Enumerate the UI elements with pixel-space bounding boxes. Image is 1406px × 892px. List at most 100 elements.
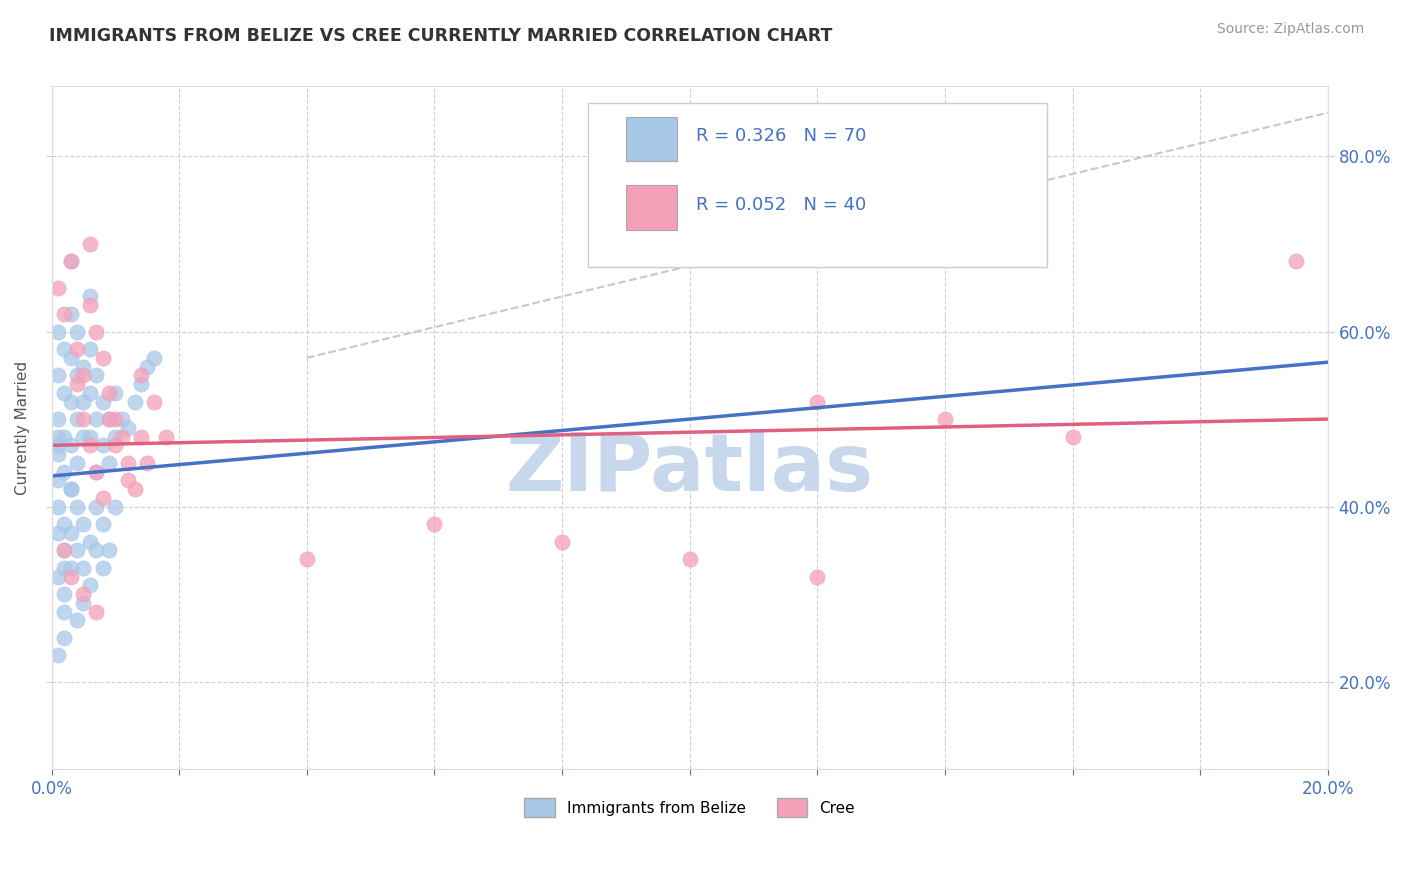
FancyBboxPatch shape bbox=[588, 103, 1047, 268]
Point bbox=[98, 456, 121, 470]
Point bbox=[84, 605, 107, 619]
Text: R = 0.326   N = 70: R = 0.326 N = 70 bbox=[696, 128, 866, 145]
Point bbox=[66, 325, 89, 339]
Point bbox=[59, 307, 82, 321]
Point bbox=[934, 412, 956, 426]
Point bbox=[53, 605, 76, 619]
Point bbox=[79, 385, 101, 400]
Point bbox=[79, 429, 101, 443]
Point bbox=[98, 543, 121, 558]
Point bbox=[53, 587, 76, 601]
Point bbox=[66, 368, 89, 383]
Point bbox=[79, 342, 101, 356]
Point bbox=[806, 570, 828, 584]
Point bbox=[91, 561, 114, 575]
Point bbox=[46, 368, 69, 383]
Point bbox=[117, 421, 139, 435]
Point bbox=[423, 517, 446, 532]
Point bbox=[72, 412, 94, 426]
Point bbox=[46, 570, 69, 584]
Point bbox=[124, 394, 146, 409]
Point bbox=[104, 438, 127, 452]
Point bbox=[72, 596, 94, 610]
Point bbox=[46, 648, 69, 663]
Text: R = 0.052   N = 40: R = 0.052 N = 40 bbox=[696, 195, 866, 213]
Point bbox=[91, 491, 114, 505]
Point bbox=[72, 587, 94, 601]
Point bbox=[46, 325, 69, 339]
Point bbox=[679, 552, 702, 566]
Point bbox=[98, 385, 121, 400]
Text: ZIPatlas: ZIPatlas bbox=[506, 430, 875, 508]
Point bbox=[46, 474, 69, 488]
Point bbox=[53, 561, 76, 575]
Point bbox=[53, 465, 76, 479]
Point bbox=[1285, 254, 1308, 268]
Point bbox=[66, 500, 89, 514]
Point bbox=[46, 525, 69, 540]
Point bbox=[46, 447, 69, 461]
Point bbox=[84, 412, 107, 426]
Point bbox=[66, 543, 89, 558]
Point bbox=[1062, 429, 1084, 443]
Point bbox=[91, 351, 114, 365]
Point bbox=[59, 561, 82, 575]
Point bbox=[142, 394, 165, 409]
Point bbox=[84, 325, 107, 339]
Point bbox=[84, 465, 107, 479]
Point bbox=[129, 429, 152, 443]
Point bbox=[59, 351, 82, 365]
Point bbox=[124, 482, 146, 496]
Point bbox=[59, 482, 82, 496]
Point bbox=[142, 351, 165, 365]
Point bbox=[79, 289, 101, 303]
Point bbox=[84, 465, 107, 479]
Point bbox=[59, 570, 82, 584]
Point bbox=[111, 429, 134, 443]
Point bbox=[104, 429, 127, 443]
Point bbox=[53, 429, 76, 443]
Point bbox=[53, 385, 76, 400]
Point bbox=[53, 517, 76, 532]
Point bbox=[84, 500, 107, 514]
Point bbox=[104, 385, 127, 400]
Point bbox=[79, 534, 101, 549]
Point bbox=[72, 429, 94, 443]
Point bbox=[72, 394, 94, 409]
Point bbox=[53, 543, 76, 558]
Y-axis label: Currently Married: Currently Married bbox=[15, 360, 30, 495]
Point bbox=[53, 543, 76, 558]
Point bbox=[155, 429, 177, 443]
Text: Source: ZipAtlas.com: Source: ZipAtlas.com bbox=[1216, 22, 1364, 37]
Point bbox=[84, 368, 107, 383]
Point bbox=[59, 482, 82, 496]
Point bbox=[104, 500, 127, 514]
Point bbox=[129, 377, 152, 392]
Point bbox=[117, 474, 139, 488]
Point bbox=[98, 412, 121, 426]
Point bbox=[136, 359, 159, 374]
Bar bbox=[626, 186, 678, 230]
Point bbox=[84, 543, 107, 558]
Point bbox=[66, 614, 89, 628]
Legend: Immigrants from Belize, Cree: Immigrants from Belize, Cree bbox=[519, 792, 862, 823]
Point bbox=[59, 438, 82, 452]
Point bbox=[806, 394, 828, 409]
Point bbox=[136, 456, 159, 470]
Bar bbox=[626, 117, 678, 161]
Point bbox=[91, 517, 114, 532]
Point bbox=[66, 412, 89, 426]
Point bbox=[79, 237, 101, 252]
Point bbox=[295, 552, 318, 566]
Point bbox=[551, 534, 574, 549]
Point bbox=[104, 412, 127, 426]
Point bbox=[129, 368, 152, 383]
Point bbox=[59, 394, 82, 409]
Point bbox=[66, 377, 89, 392]
Point bbox=[46, 438, 69, 452]
Point bbox=[53, 307, 76, 321]
Point bbox=[46, 412, 69, 426]
Point bbox=[66, 342, 89, 356]
Point bbox=[66, 456, 89, 470]
Point bbox=[59, 525, 82, 540]
